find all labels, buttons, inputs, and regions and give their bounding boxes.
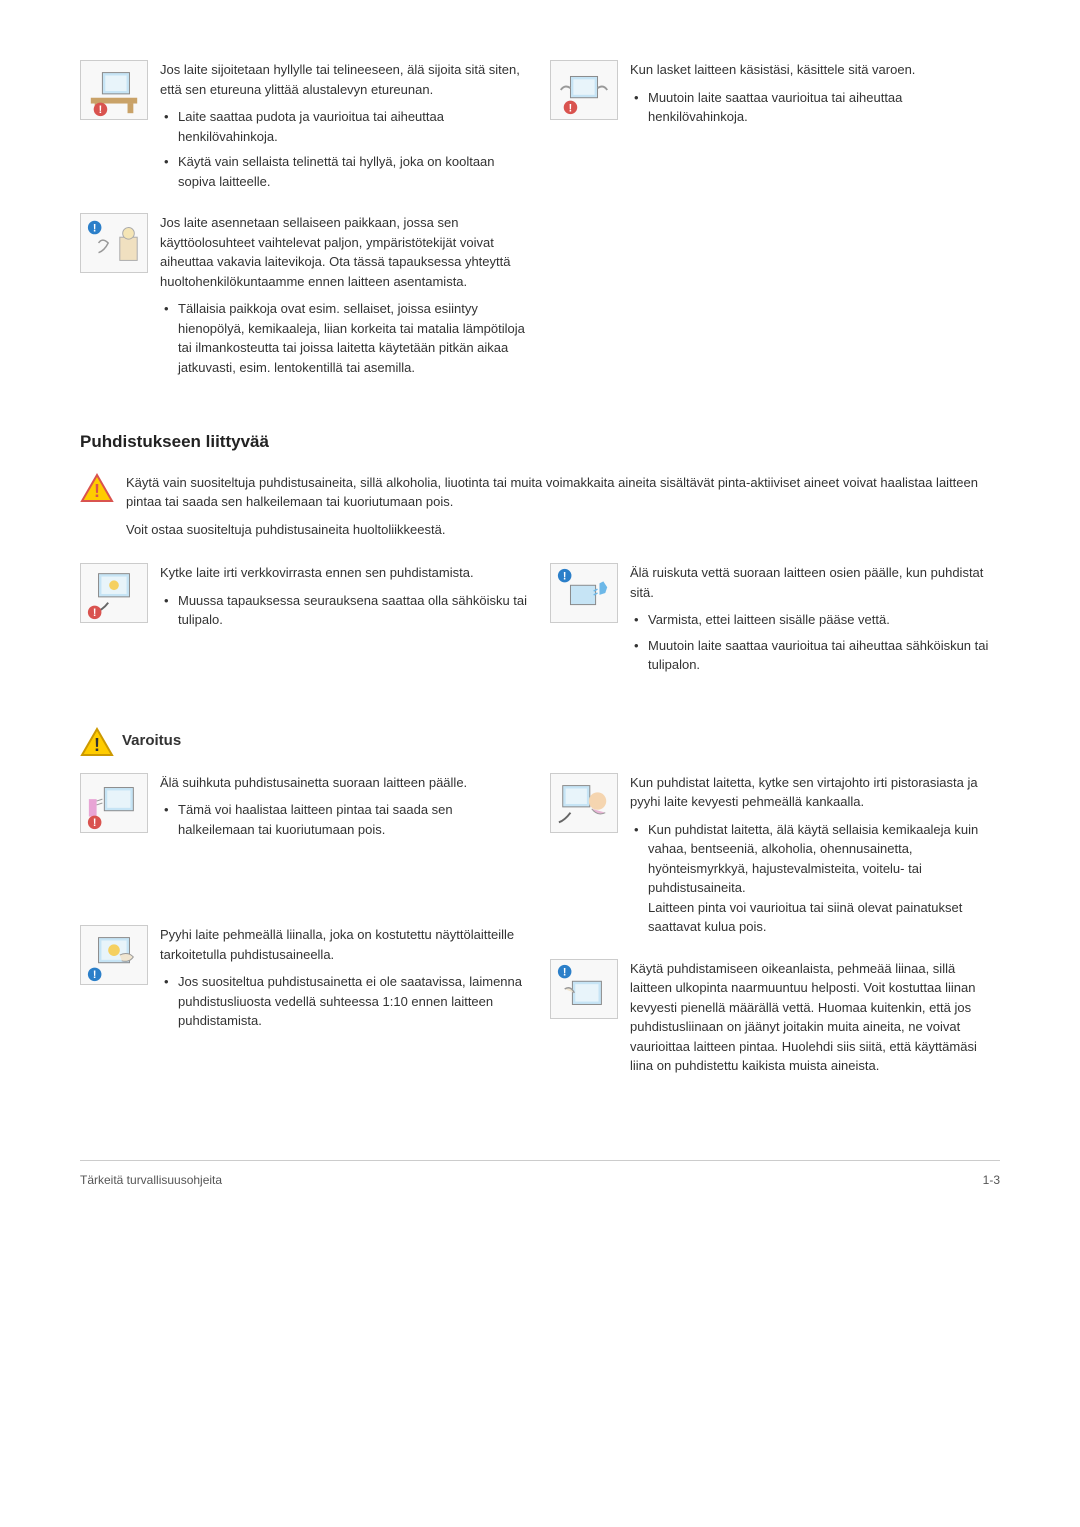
item-text: Kytke laite irti verkkovirrasta ennen se… [160,563,530,583]
svg-text:!: ! [94,481,100,501]
svg-text:!: ! [563,966,567,978]
item-text: Älä ruiskuta vettä suoraan laitteen osie… [630,563,1000,602]
svg-text:!: ! [94,735,100,755]
no-spray-cleaner-icon: ! [80,773,148,833]
item-content: Jos laite asennetaan sellaiseen paikkaan… [160,213,530,383]
safety-item: ! Älä suihkuta puhdistusainetta suoraan … [80,773,530,846]
footer-right: 1-3 [983,1171,1000,1189]
bullet-list: Varmista, ettei laitteen sisälle pääse v… [630,610,1000,675]
unplug-icon: ! [80,563,148,623]
svg-text:!: ! [93,222,97,234]
bullet: Laite saattaa pudota ja vaurioitua tai a… [160,107,530,146]
bullet-list: Jos suositeltua puhdistusainetta ei ole … [160,972,530,1031]
bullet-list: Kun puhdistat laitetta, älä käytä sellai… [630,820,1000,937]
bullet-list: Muussa tapauksessa seurauksena saattaa o… [160,591,530,630]
handle-care-icon: ! [550,60,618,120]
cleaning-heading: Puhdistukseen liittyvää [80,429,1000,455]
safety-item: ! Älä ruiskuta vettä suoraan laitteen os… [550,563,1000,681]
safety-item: ! Kun lasket laitteen käsistäsi, käsitte… [550,60,1000,133]
item-content: Älä ruiskuta vettä suoraan laitteen osie… [630,563,1000,681]
svg-text:!: ! [93,969,97,981]
bullet: Muutoin laite saattaa vaurioitua tai aih… [630,636,1000,675]
item-text: Jos laite asennetaan sellaiseen paikkaan… [160,213,530,291]
bullet-text-2: Laitteen pinta voi vaurioitua tai siinä … [648,900,962,935]
intro-p1: Käytä vain suositeltuja puhdistusaineita… [126,473,1000,512]
bullet: Varmista, ettei laitteen sisälle pääse v… [630,610,1000,630]
bullet: Kun puhdistat laitetta, älä käytä sellai… [630,820,1000,937]
item-content: Kun puhdistat laitetta, kytke sen virtaj… [630,773,1000,943]
bullet: Tämä voi haalistaa laitteen pintaa tai s… [160,800,530,839]
two-column-layout: ! Jos laite sijoitetaan hyllylle tai tel… [80,60,1000,399]
item-text: Käytä puhdistamiseen oikeanlaista, pehme… [630,959,1000,1076]
soft-cloth-icon: ! [80,925,148,985]
page-footer: Tärkeitä turvallisuusohjeita 1-3 [80,1160,1000,1189]
cleaning-section-1: ! Kytke laite irti verkkovirrasta ennen … [80,563,1000,697]
intro-p2: Voit ostaa suositeltuja puhdistusaineita… [126,520,1000,540]
item-text: Kun lasket laitteen käsistäsi, käsittele… [630,60,1000,80]
left-column: ! Kytke laite irti verkkovirrasta ennen … [80,563,530,697]
left-column: ! Jos laite sijoitetaan hyllylle tai tel… [80,60,530,399]
bullet: Jos suositeltua puhdistusainetta ei ole … [160,972,530,1031]
item-content: Pyyhi laite pehmeällä liinalla, joka on … [160,925,530,1037]
bullet-list: Tämä voi haalistaa laitteen pintaa tai s… [160,800,530,839]
two-column-layout: ! Kytke laite irti verkkovirrasta ennen … [80,563,1000,697]
warning-triangle-icon: ! [80,727,114,757]
footer-left: Tärkeitä turvallisuusohjeita [80,1171,222,1189]
right-column: ! Älä ruiskuta vettä suoraan laitteen os… [550,563,1000,697]
item-content: Käytä puhdistamiseen oikeanlaista, pehme… [630,959,1000,1084]
proper-cloth-icon: ! [550,959,618,1019]
bullet-list: Tällaisia paikkoja ovat esim. sellaiset,… [160,299,530,377]
cleaning-intro: ! Käytä vain suositeltuja puhdistusainei… [80,473,1000,548]
varoitus-label: Varoitus [122,730,181,753]
bullet: Käytä vain sellaista telinettä tai hylly… [160,152,530,191]
svg-text:!: ! [93,817,97,829]
safety-item: ! Jos laite sijoitetaan hyllylle tai tel… [80,60,530,197]
placement-section: ! Jos laite sijoitetaan hyllylle tai tel… [80,60,1000,399]
unplug-wipe-icon [550,773,618,833]
item-content: Käytä vain suositeltuja puhdistusaineita… [126,473,1000,548]
svg-text:!: ! [569,102,573,114]
varoitus-header: ! Varoitus [80,727,1000,757]
item-text: Pyyhi laite pehmeällä liinalla, joka on … [160,925,530,964]
item-text: Älä suihkuta puhdistusainetta suoraan la… [160,773,530,793]
bullet: Muutoin laite saattaa vaurioitua tai aih… [630,88,1000,127]
svg-text:!: ! [563,570,567,582]
safety-item: ! Kytke laite irti verkkovirrasta ennen … [80,563,530,636]
svg-text:!: ! [99,104,103,116]
right-column: Kun puhdistat laitetta, kytke sen virtaj… [550,773,1000,1100]
bullet-list: Muutoin laite saattaa vaurioitua tai aih… [630,88,1000,127]
item-text: Jos laite sijoitetaan hyllylle tai telin… [160,60,530,99]
item-content: Kun lasket laitteen käsistäsi, käsittele… [630,60,1000,133]
no-water-spray-icon: ! [550,563,618,623]
bullet: Muussa tapauksessa seurauksena saattaa o… [160,591,530,630]
warning-triangle-icon: ! [80,473,114,503]
bullet-text: Kun puhdistat laitetta, älä käytä sellai… [648,822,978,896]
bullet: Tällaisia paikkoja ovat esim. sellaiset,… [160,299,530,377]
safety-item: ! Pyyhi laite pehmeällä liinalla, joka o… [80,925,530,1037]
safety-item: ! Jos laite asennetaan sellaiseen paikka… [80,213,530,383]
svg-text:!: ! [93,607,97,619]
two-column-layout: ! Älä suihkuta puhdistusainetta suoraan … [80,773,1000,1100]
right-column: ! Kun lasket laitteen käsistäsi, käsitte… [550,60,1000,399]
item-content: Kytke laite irti verkkovirrasta ennen se… [160,563,530,636]
safety-item: Kun puhdistat laitetta, kytke sen virtaj… [550,773,1000,943]
safety-item: ! Käytä puhdistamiseen oikeanlaista, peh… [550,959,1000,1084]
item-content: Älä suihkuta puhdistusainetta suoraan la… [160,773,530,846]
item-content: Jos laite sijoitetaan hyllylle tai telin… [160,60,530,197]
left-column: ! Älä suihkuta puhdistusainetta suoraan … [80,773,530,1100]
environment-icon: ! [80,213,148,273]
varoitus-section: ! Älä suihkuta puhdistusainetta suoraan … [80,773,1000,1100]
item-text: Kun puhdistat laitetta, kytke sen virtaj… [630,773,1000,812]
monitor-shelf-icon: ! [80,60,148,120]
bullet-list: Laite saattaa pudota ja vaurioitua tai a… [160,107,530,191]
